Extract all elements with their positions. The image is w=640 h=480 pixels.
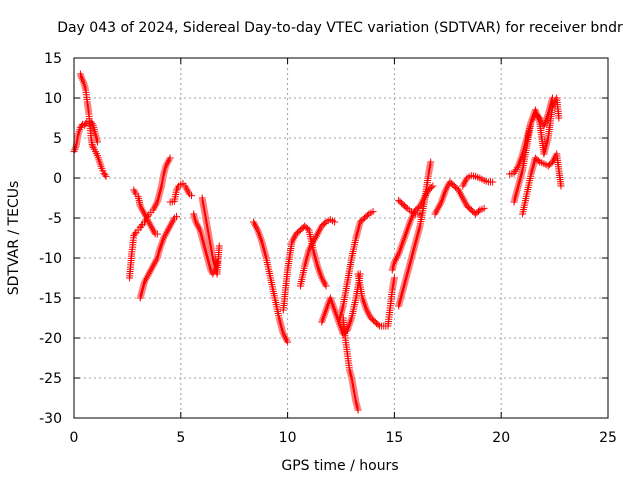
series-arc-22 [510, 94, 563, 206]
data-point [88, 140, 96, 148]
x-tick-label: 5 [176, 430, 185, 446]
data-points [70, 70, 565, 414]
data-point [137, 222, 145, 230]
series-arc-14 [339, 314, 362, 414]
data-point [71, 146, 79, 154]
x-tick-label: 25 [599, 430, 617, 446]
data-point [555, 114, 563, 122]
data-point [322, 282, 330, 290]
data-point [166, 154, 174, 162]
series-arc-18 [395, 196, 424, 218]
data-point [215, 242, 223, 250]
data-point [374, 321, 382, 329]
data-point [474, 207, 482, 215]
grid-lines [74, 58, 608, 418]
data-point [363, 211, 371, 219]
data-point [427, 158, 435, 166]
series-arc-2 [76, 70, 110, 180]
y-tick-label: -30 [39, 411, 62, 427]
data-point [354, 406, 362, 414]
x-tick-label: 20 [492, 430, 510, 446]
data-point [416, 210, 424, 218]
data-point [284, 338, 292, 346]
data-point [89, 144, 97, 152]
series-arc-6 [166, 180, 195, 206]
y-tick-label: -10 [39, 251, 62, 267]
data-point [101, 171, 109, 179]
y-tick-label: -15 [39, 291, 62, 307]
data-point [173, 212, 181, 220]
series-arc-15 [354, 270, 398, 330]
series-arc-3 [126, 154, 174, 282]
data-point [304, 225, 312, 233]
series-arc-23 [519, 150, 565, 218]
chart-title: Day 043 of 2024, Sidereal Day-to-day VTE… [57, 20, 623, 36]
x-tick-label: 10 [279, 430, 297, 446]
series-arc-11 [296, 216, 339, 290]
x-tick-label: 0 [70, 430, 79, 446]
series-arc-9 [249, 218, 292, 346]
data-point [511, 167, 519, 175]
series-arc-13 [335, 208, 377, 326]
data-point [71, 144, 79, 152]
data-point [331, 218, 339, 226]
y-tick-label: -5 [48, 211, 62, 227]
x-axis-title: GPS time / hours [281, 458, 398, 474]
data-point [557, 182, 565, 190]
axis-ticks: 0 5 10 15 20 25 -30 -25 -20 -15 -10 -5 0 5 10 15 [39, 51, 617, 446]
data-point [512, 166, 520, 174]
data-point [131, 230, 139, 238]
series-arc-17 [395, 158, 435, 310]
y-tick-label: 5 [53, 131, 62, 147]
data-point [489, 178, 497, 186]
data-point [153, 230, 161, 238]
y-tick-label: 0 [53, 171, 62, 187]
data-point [510, 169, 518, 177]
data-point [369, 208, 377, 216]
plot-frame [73, 57, 609, 419]
data-point [429, 182, 437, 190]
data-point [321, 219, 329, 227]
data-point [77, 122, 85, 130]
series-arc-5 [136, 212, 181, 302]
y-tick-label: -20 [39, 331, 62, 347]
x-tick-label: 15 [385, 430, 403, 446]
y-tick-label: -25 [39, 371, 62, 387]
series-arc-20 [459, 172, 497, 190]
series-arc-19 [431, 178, 488, 218]
series-arc-8 [198, 194, 223, 278]
y-tick-label: 15 [44, 51, 62, 67]
data-point [402, 203, 410, 211]
data-point [89, 142, 97, 150]
series-arc-4 [130, 186, 161, 238]
y-axis-title: SDTVAR / TECUs [6, 181, 22, 296]
y-tick-label: 10 [44, 91, 62, 107]
data-point [390, 274, 398, 282]
data-point [102, 172, 110, 180]
data-point [480, 204, 488, 212]
data-point [187, 192, 195, 200]
data-point [534, 157, 542, 165]
series-arc-1 [70, 118, 101, 156]
